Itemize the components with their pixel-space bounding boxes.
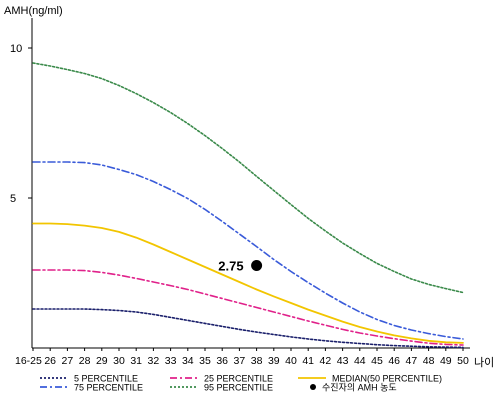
x-tick-label: 48: [423, 355, 435, 367]
patient-point-group: 2.75: [218, 259, 263, 274]
y-tick-label: 5: [10, 193, 16, 205]
x-tick-label: 16-25: [15, 355, 42, 367]
x-tick-label: 27: [62, 355, 74, 367]
series-line-25-percentile: [32, 269, 464, 346]
x-tick-label: 30: [113, 355, 125, 367]
legend-patient-label: 수진자의 AMH 농도: [322, 383, 397, 393]
x-tick-label: 45: [371, 355, 383, 367]
x-tick-label: 40: [285, 355, 297, 367]
y-tick-label: 10: [10, 43, 22, 55]
x-tick-label: 29: [96, 355, 108, 367]
legend-label: MEDIAN(50 PERCENTILE): [332, 374, 442, 384]
series-lines: [32, 62, 464, 349]
x-axis-label: 나이: [474, 356, 494, 369]
y-ticks: 5 10: [10, 43, 32, 205]
x-tick-label: 34: [182, 355, 194, 367]
legend: 5 PERCENTILE 25 PERCENTILE MEDIAN(50 PERCE…: [40, 374, 442, 393]
legend-label: 75 PERCENTILE: [74, 383, 143, 393]
legend-label: 25 PERCENTILE: [204, 374, 273, 384]
series-line-95-percentile: [32, 62, 464, 294]
x-tick-label: 37: [234, 355, 246, 367]
x-tick-label: 39: [268, 355, 280, 367]
series-line-75-percentile: [32, 161, 464, 340]
x-tick-label: 36: [216, 355, 228, 367]
x-tick-label: 41: [302, 355, 314, 367]
x-tick-label: 31: [130, 355, 142, 367]
patient-amh-point: [251, 260, 263, 271]
x-tick-label: 44: [354, 355, 366, 367]
x-tick-label: 49: [440, 355, 452, 367]
series-line-5-percentile: [32, 308, 464, 349]
x-tick-label: 28: [79, 355, 91, 367]
x-tick-label: 26: [44, 355, 56, 367]
legend-label: 5 PERCENTILE: [74, 374, 138, 384]
legend-patient-marker: [310, 384, 316, 390]
axes: AMH(ng/ml) 나이: [4, 5, 494, 369]
y-axis-label: AMH(ng/ml): [4, 5, 63, 17]
legend-label: 95 PERCENTILE: [204, 383, 273, 393]
patient-amh-value-label: 2.75: [218, 259, 243, 274]
x-tick-label: 50: [457, 355, 469, 367]
x-tick-label: 46: [388, 355, 400, 367]
x-tick-label: 33: [165, 355, 177, 367]
x-tick-label: 42: [320, 355, 332, 367]
x-tick-label: 32: [148, 355, 160, 367]
x-tick-label: 43: [337, 355, 349, 367]
x-ticks: 16-25 26 27 28 29 30 31 32 33 34 35 36 37 38 39 40 41 42 4…: [15, 348, 469, 367]
series-line-median-50-percentile: [32, 222, 464, 344]
x-tick-label: 47: [406, 355, 418, 367]
x-tick-label: 38: [251, 355, 263, 367]
x-tick-label: 35: [199, 355, 211, 367]
